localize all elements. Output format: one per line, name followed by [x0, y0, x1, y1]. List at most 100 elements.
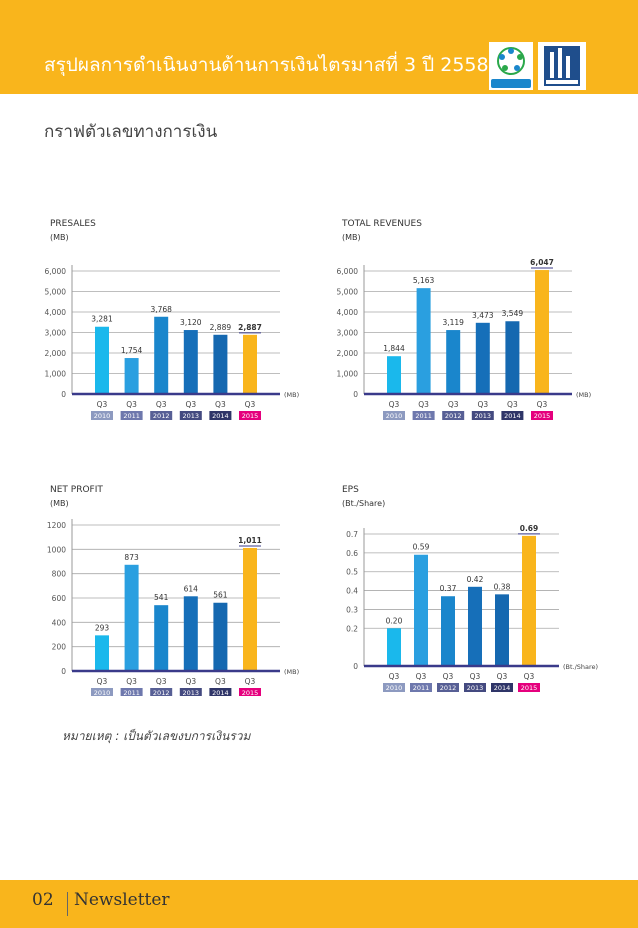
y-tick-label: 1,000 — [337, 370, 359, 379]
net-profit-chart: NET PROFIT (MB) 0 200 400 600 800 1000 1200 293 Q3… — [47, 485, 299, 696]
x-tick-label: Q3 — [156, 400, 167, 409]
footer-divider — [67, 892, 68, 916]
x-tick-label: Q3 — [524, 672, 535, 681]
data-label: 561 — [213, 591, 228, 600]
bar — [416, 288, 431, 394]
year-label: 2010 — [386, 412, 403, 420]
y-tick-label: 800 — [52, 570, 67, 579]
y-tick-label: 4,000 — [337, 308, 359, 317]
y-tick-label: 5,000 — [337, 288, 359, 297]
year-badge — [179, 411, 202, 420]
footnote: หมายเหตุ : เป็นตัวเลขงบการเงินรวม — [62, 729, 251, 743]
data-label: 3,120 — [180, 318, 202, 327]
x-tick-label: Q3 — [156, 677, 167, 686]
total-revenues-chart: TOTAL REVENUES (MB) 0 1,000 2,000 3,000 4,000 5… — [337, 219, 591, 420]
community-logo-graphic — [491, 47, 531, 88]
bar — [95, 326, 109, 394]
y-tick-label: 3,000 — [45, 329, 67, 338]
x-tick-label: Q3 — [215, 400, 226, 409]
year-badge — [239, 411, 261, 420]
bar — [414, 554, 428, 666]
bar — [387, 356, 401, 394]
data-label: 1,844 — [383, 344, 405, 353]
year-label: 2015 — [534, 412, 551, 420]
x-tick-label: Q3 — [97, 400, 108, 409]
year-label: 2014 — [212, 412, 229, 420]
year-badge — [120, 688, 143, 696]
year-label: 2010 — [386, 684, 403, 692]
year-badge — [491, 683, 513, 692]
axis-unit-label: (MB) — [576, 391, 591, 399]
bar — [154, 605, 169, 671]
unit-label: (MB) — [342, 233, 361, 242]
year-label: 2011 — [413, 684, 430, 692]
year-label: 2014 — [494, 684, 511, 692]
data-label: 873 — [124, 553, 139, 562]
axis-unit-label: (MB) — [284, 391, 299, 399]
data-label: 293 — [95, 623, 110, 632]
y-tick-label: 2,000 — [337, 349, 359, 358]
y-tick-label: 1200 — [47, 521, 66, 530]
y-tick-label: 0.7 — [346, 530, 358, 539]
x-tick-label: Q3 — [470, 672, 481, 681]
year-badge — [209, 688, 232, 696]
x-tick-label: Q3 — [185, 677, 196, 686]
bar — [213, 334, 228, 394]
year-badge — [209, 411, 232, 420]
bar — [387, 628, 401, 666]
company-logo-graphic — [544, 46, 580, 86]
chart-title: TOTAL REVENUES — [341, 219, 422, 229]
y-tick-label: 3,000 — [337, 329, 359, 338]
x-tick-label: Q3 — [448, 400, 459, 409]
year-badge — [383, 683, 405, 692]
year-label: 2013 — [467, 684, 484, 692]
y-tick-label: 1,000 — [45, 370, 67, 379]
bar — [124, 358, 139, 394]
data-label: 0.38 — [494, 582, 511, 591]
year-label: 2011 — [415, 412, 432, 420]
data-label: 3,549 — [502, 309, 524, 318]
year-label: 2011 — [123, 689, 140, 696]
data-label: 2,887 — [238, 323, 262, 332]
y-tick-label: 0.5 — [346, 568, 358, 577]
year-label: 2010 — [94, 412, 111, 420]
year-badge — [91, 411, 113, 420]
x-tick-label: Q3 — [497, 672, 508, 681]
y-tick-label: 5,000 — [45, 288, 67, 297]
data-label: 3,473 — [472, 311, 494, 320]
axis-unit-label: (Bt./Share) — [563, 663, 598, 671]
data-label: 0.20 — [386, 616, 403, 625]
bar — [154, 316, 169, 394]
bar — [535, 270, 549, 394]
year-badge — [120, 411, 143, 420]
data-label: 5,163 — [413, 276, 435, 285]
y-tick-label: 6,000 — [337, 267, 359, 276]
bar — [183, 330, 198, 394]
x-tick-label: Q3 — [477, 400, 488, 409]
bar — [183, 596, 198, 671]
year-label: 2012 — [153, 689, 170, 696]
bar — [468, 586, 482, 666]
bar — [441, 596, 455, 666]
footer-bar: 02 Newsletter — [0, 880, 638, 928]
x-tick-label: Q3 — [97, 677, 108, 686]
x-tick-label: Q3 — [416, 672, 427, 681]
year-label: 2015 — [242, 412, 259, 420]
year-badge — [91, 688, 113, 696]
presales-chart: PRESALES (MB) 0 1,000 2,000 3,000 4,000 5,000 6,… — [45, 219, 299, 420]
year-label: 2013 — [183, 412, 200, 420]
company-logo — [538, 42, 586, 90]
data-label: 6,047 — [530, 258, 554, 267]
data-label: 3,119 — [442, 318, 464, 327]
bar — [475, 322, 490, 394]
y-tick-label: 0 — [61, 390, 66, 399]
x-tick-label: Q3 — [245, 677, 256, 686]
x-tick-label: Q3 — [185, 400, 196, 409]
y-tick-label: 400 — [52, 618, 67, 627]
bar — [243, 334, 257, 394]
year-badge — [471, 411, 494, 420]
data-label: 1,754 — [121, 346, 143, 355]
y-tick-label: 2,000 — [45, 349, 67, 358]
year-label: 2014 — [504, 412, 521, 420]
bar — [495, 594, 509, 666]
